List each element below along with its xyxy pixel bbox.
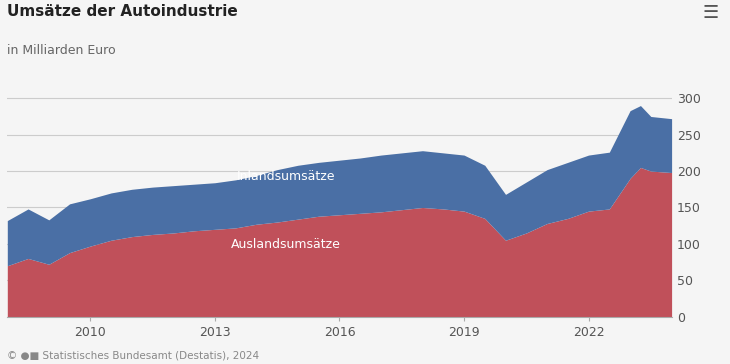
Text: © ●■ Statistisches Bundesamt (Destatis), 2024: © ●■ Statistisches Bundesamt (Destatis),… xyxy=(7,351,259,360)
Text: ☰: ☰ xyxy=(703,4,719,21)
Text: Inlandsumsätze: Inlandsumsätze xyxy=(237,170,336,183)
Text: Umsätze der Autoindustrie: Umsätze der Autoindustrie xyxy=(7,4,238,19)
Text: in Milliarden Euro: in Milliarden Euro xyxy=(7,44,116,57)
Text: Auslandsumsätze: Auslandsumsätze xyxy=(231,238,341,251)
